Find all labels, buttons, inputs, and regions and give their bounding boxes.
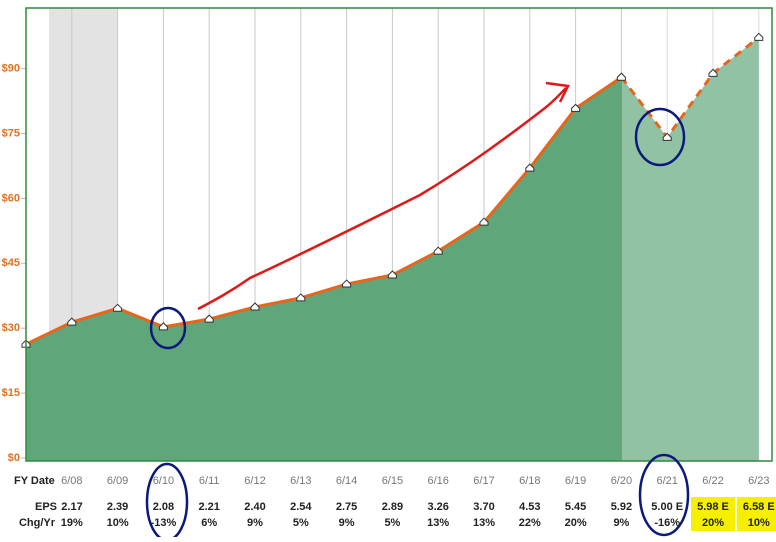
x-tick-label: 6/17 bbox=[473, 475, 494, 487]
data-table: FY Date 6/08 6/09 6/10 6/11 6/12 6/13 6/14 6/15 6… bbox=[14, 475, 776, 531]
cell: 22% bbox=[519, 517, 541, 529]
x-row-label: FY Date bbox=[14, 475, 55, 487]
x-tick-label: 6/20 bbox=[611, 475, 632, 487]
cell: 13% bbox=[427, 517, 449, 529]
y-tick-label: $45 bbox=[2, 257, 20, 269]
forecast-band bbox=[622, 8, 772, 461]
plot-frame bbox=[25, 7, 773, 462]
cell: 2.39 bbox=[107, 501, 128, 513]
row-label: EPS bbox=[35, 501, 57, 513]
cell: 9% bbox=[247, 517, 263, 529]
cell: 4.53 bbox=[519, 501, 540, 513]
y-tick-label: $0 bbox=[8, 452, 20, 464]
cell: 9% bbox=[613, 517, 629, 529]
y-tick-label: $30 bbox=[2, 322, 20, 334]
cell: 3.26 bbox=[427, 501, 448, 513]
marker bbox=[67, 317, 77, 326]
area bbox=[26, 37, 759, 462]
cell: 5.92 bbox=[611, 501, 632, 513]
cell: 19% bbox=[61, 517, 83, 529]
x-tick-label: 6/16 bbox=[427, 475, 448, 487]
annotation-arrow bbox=[197, 87, 567, 311]
cell: 9% bbox=[339, 517, 355, 529]
cell: 2.40 bbox=[244, 501, 265, 513]
marker bbox=[616, 72, 626, 81]
x-tick-label: 6/18 bbox=[519, 475, 540, 487]
marker bbox=[571, 103, 581, 112]
plot bbox=[26, 37, 759, 462]
annotation-circle bbox=[149, 306, 187, 350]
highlight bbox=[736, 497, 776, 531]
marker bbox=[250, 302, 260, 311]
cell: 2.08 bbox=[153, 501, 174, 513]
x-tick-label: 6/23 bbox=[748, 475, 769, 487]
cell: 2.75 bbox=[336, 501, 357, 513]
marker bbox=[708, 68, 718, 77]
cell: 13% bbox=[473, 517, 495, 529]
y-tick-label: $15 bbox=[2, 387, 20, 399]
line bbox=[25, 75, 623, 346]
cell: 10% bbox=[107, 517, 129, 529]
x-tick-label: 6/22 bbox=[702, 475, 723, 487]
highlight bbox=[691, 497, 735, 531]
x-tick-label: 6/10 bbox=[153, 475, 174, 487]
cell: 2.54 bbox=[290, 501, 312, 513]
y-tick-label: $75 bbox=[2, 127, 20, 139]
y-tick-label: $90 bbox=[2, 62, 20, 74]
marker bbox=[479, 217, 489, 226]
line-estimate bbox=[620, 36, 760, 140]
lines bbox=[21, 32, 764, 348]
cell: 5% bbox=[293, 517, 309, 529]
annotation-circle bbox=[634, 107, 686, 167]
marker bbox=[296, 293, 306, 302]
x-tick-label: 6/15 bbox=[382, 475, 403, 487]
x-tick-label: 6/08 bbox=[61, 475, 82, 487]
marker bbox=[754, 32, 764, 41]
x-tick-label: 6/19 bbox=[565, 475, 586, 487]
cell: 2.21 bbox=[198, 501, 219, 513]
annotation-circle bbox=[638, 453, 690, 537]
cell: 2.89 bbox=[382, 501, 403, 513]
x-tick-label: 6/13 bbox=[290, 475, 311, 487]
marker bbox=[342, 279, 352, 288]
x-tick-label: 6/09 bbox=[107, 475, 128, 487]
marker bbox=[113, 303, 123, 312]
cell: 3.70 bbox=[473, 501, 494, 513]
annotation-arrowhead bbox=[545, 81, 570, 103]
cell: 5.98 E bbox=[697, 501, 729, 513]
cell: 5% bbox=[384, 517, 400, 529]
cell: -16% bbox=[654, 517, 680, 529]
x-tick-label: 6/14 bbox=[336, 475, 357, 487]
marker bbox=[158, 322, 168, 331]
x-tick-label: 6/11 bbox=[199, 475, 220, 487]
cell: 20% bbox=[702, 517, 724, 529]
marker bbox=[433, 246, 443, 255]
cell: 10% bbox=[748, 517, 770, 529]
cell: 20% bbox=[565, 517, 587, 529]
cell: 2.17 bbox=[61, 501, 82, 513]
marker bbox=[662, 132, 672, 141]
x-tick-label: 6/21 bbox=[656, 475, 677, 487]
cell: 5.00 E bbox=[651, 501, 683, 513]
cell: -13% bbox=[151, 517, 177, 529]
marker bbox=[387, 270, 397, 279]
x-tick-label: 6/12 bbox=[244, 475, 265, 487]
marker bbox=[525, 163, 535, 172]
row-label: Chg/Yr bbox=[19, 517, 56, 529]
marker bbox=[204, 314, 214, 323]
cell: 6.58 E bbox=[743, 501, 775, 513]
cell: 5.45 bbox=[565, 501, 586, 513]
y-tick-label: $60 bbox=[2, 192, 20, 204]
cell: 6% bbox=[201, 517, 217, 529]
